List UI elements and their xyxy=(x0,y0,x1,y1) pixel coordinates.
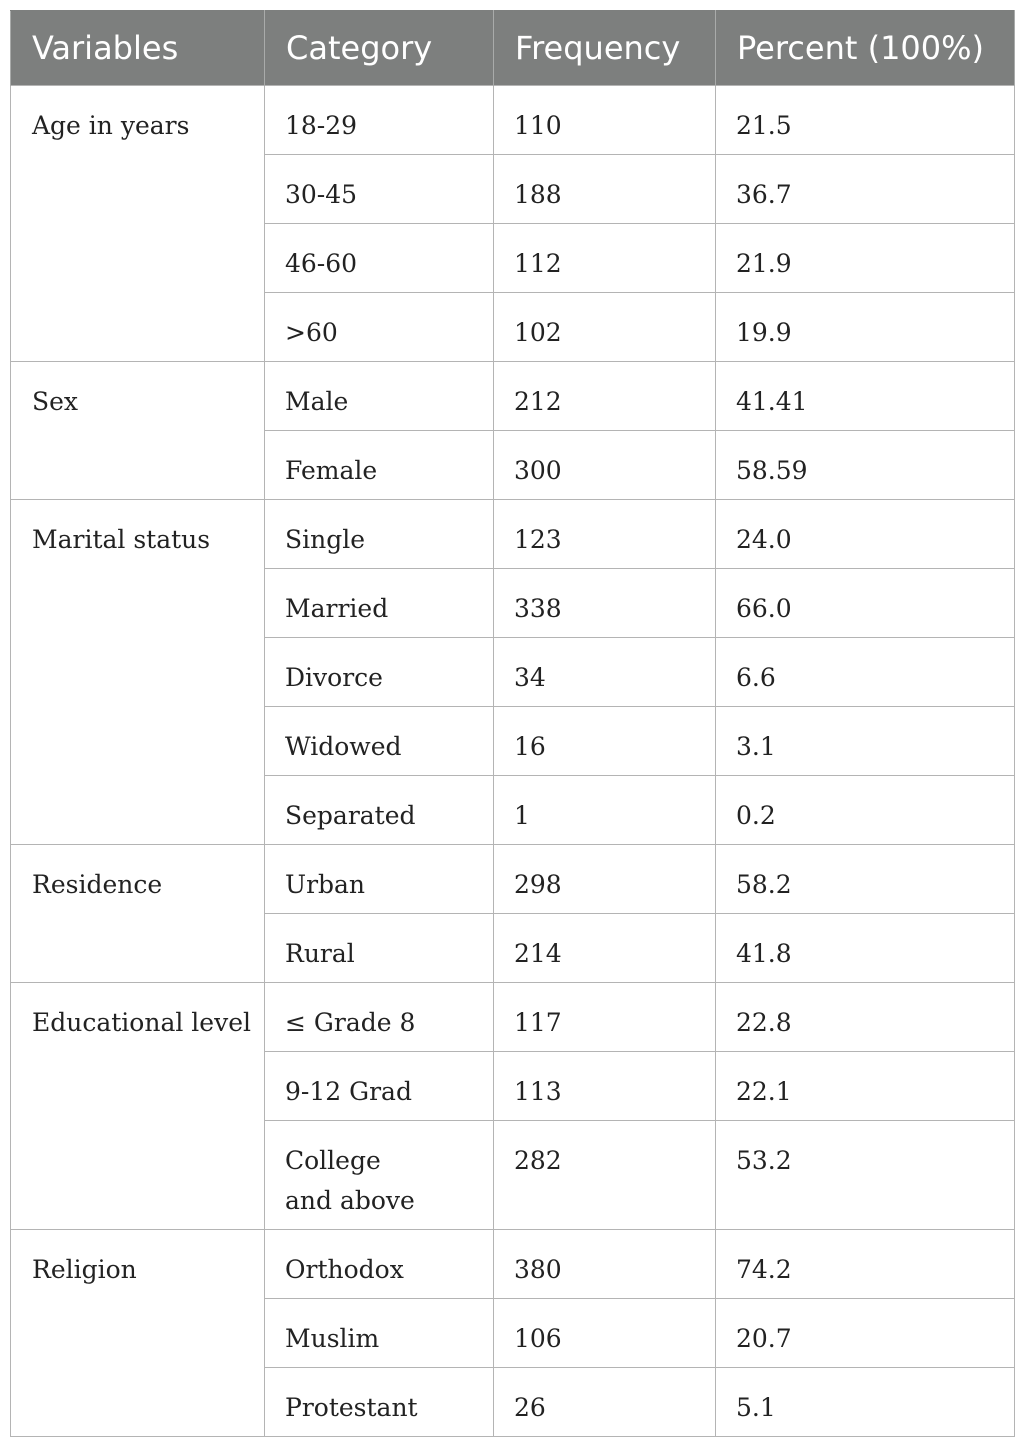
percent-cell: 53.2 xyxy=(715,1120,1015,1230)
category-cell: 46-60 xyxy=(264,223,494,293)
percent-cell: 20.7 xyxy=(715,1298,1015,1368)
frequency-cell: 34 xyxy=(493,637,716,707)
table-row: Residence Urban 298 58.2 xyxy=(10,844,1015,983)
percent-cell: 66.0 xyxy=(715,568,1015,638)
table-row: Religion Orthodox 380 74.2 xyxy=(10,1229,1015,1437)
table-body: Age in years 18-29 110 21.5 30-45 188 36.7 46-6… xyxy=(10,85,1015,1437)
category-cell: Muslim xyxy=(264,1298,494,1368)
category-cell: 30-45 xyxy=(264,154,494,224)
table-row: Widowed 16 3.1 xyxy=(11,706,1015,776)
frequency-cell: 380 xyxy=(493,1229,716,1299)
percent-cell: 24.0 xyxy=(715,499,1015,569)
percent-cell: 58.59 xyxy=(715,430,1015,500)
frequency-cell: 123 xyxy=(493,499,716,569)
percent-cell: 6.6 xyxy=(715,637,1015,707)
category-cell: Separated xyxy=(264,775,494,845)
category-cell: Rural xyxy=(264,913,494,983)
percent-cell: 22.8 xyxy=(715,982,1015,1052)
table-row: 30-45 188 36.7 xyxy=(11,154,1015,224)
frequency-cell: 188 xyxy=(493,154,716,224)
variable-cell: Residence xyxy=(10,844,265,983)
percent-cell: 22.1 xyxy=(715,1051,1015,1121)
category-cell: Widowed xyxy=(264,706,494,776)
table-row: Protestant 26 5.1 xyxy=(11,1367,1015,1437)
frequency-cell: 282 xyxy=(493,1120,716,1230)
percent-cell: 19.9 xyxy=(715,292,1015,362)
percent-cell: 3.1 xyxy=(715,706,1015,776)
table-row: Female 300 58.59 xyxy=(11,430,1015,500)
category-cell: Urban xyxy=(264,844,494,914)
frequency-cell: 298 xyxy=(493,844,716,914)
percent-cell: 74.2 xyxy=(715,1229,1015,1299)
table-row: Rural 214 41.8 xyxy=(11,913,1015,983)
percent-cell: 58.2 xyxy=(715,844,1015,914)
frequency-cell: 26 xyxy=(493,1367,716,1437)
table-row: Sex Male 212 41.41 xyxy=(10,361,1015,500)
header-frequency: Frequency xyxy=(493,10,716,86)
category-cell: Orthodox xyxy=(264,1229,494,1299)
table-header: Variables Category Frequency Percent (10… xyxy=(10,10,1015,86)
header-variables: Variables xyxy=(10,10,265,86)
percent-cell: 36.7 xyxy=(715,154,1015,224)
category-cell: Divorce xyxy=(264,637,494,707)
category-cell: Male xyxy=(264,361,494,431)
frequency-cell: 214 xyxy=(493,913,716,983)
header-category: Category xyxy=(264,10,494,86)
table-row: Educational level ≤ Grade 8 117 22.8 xyxy=(10,982,1015,1230)
table-row: Muslim 106 20.7 xyxy=(11,1298,1015,1368)
category-cell: 9-12 Grad xyxy=(264,1051,494,1121)
frequency-cell: 112 xyxy=(493,223,716,293)
percent-cell: 0.2 xyxy=(715,775,1015,845)
frequency-cell: 110 xyxy=(493,85,716,155)
table-row: >60 102 19.9 xyxy=(11,292,1015,362)
header-row: Variables Category Frequency Percent (10… xyxy=(10,10,1015,86)
demographics-table: Variables Category Frequency Percent (10… xyxy=(10,10,1015,1437)
frequency-cell: 102 xyxy=(493,292,716,362)
variable-cell: Age in years xyxy=(10,85,265,362)
percent-cell: 5.1 xyxy=(715,1367,1015,1437)
percent-cell: 41.41 xyxy=(715,361,1015,431)
frequency-cell: 16 xyxy=(493,706,716,776)
category-cell: College and above xyxy=(264,1120,494,1230)
percent-cell: 21.9 xyxy=(715,223,1015,293)
variable-cell: Educational level xyxy=(10,982,265,1230)
variable-cell: Religion xyxy=(10,1229,265,1437)
category-cell: ≤ Grade 8 xyxy=(264,982,494,1052)
category-cell: Married xyxy=(264,568,494,638)
header-percent: Percent (100%) xyxy=(715,10,1015,86)
table-row: Marital status Single 123 24.0 xyxy=(10,499,1015,845)
frequency-cell: 106 xyxy=(493,1298,716,1368)
frequency-cell: 212 xyxy=(493,361,716,431)
frequency-cell: 300 xyxy=(493,430,716,500)
table-row: Age in years 18-29 110 21.5 xyxy=(10,85,1015,362)
variable-cell: Sex xyxy=(10,361,265,500)
table-row: Divorce 34 6.6 xyxy=(11,637,1015,707)
frequency-cell: 338 xyxy=(493,568,716,638)
table-row: College and above 282 53.2 xyxy=(11,1120,1015,1230)
percent-cell: 41.8 xyxy=(715,913,1015,983)
table-row: Married 338 66.0 xyxy=(11,568,1015,638)
category-cell: >60 xyxy=(264,292,494,362)
frequency-cell: 113 xyxy=(493,1051,716,1121)
frequency-cell: 1 xyxy=(493,775,716,845)
frequency-cell: 117 xyxy=(493,982,716,1052)
table-container: Variables Category Frequency Percent (10… xyxy=(10,10,1015,1437)
category-cell: 18-29 xyxy=(264,85,494,155)
category-cell: Single xyxy=(264,499,494,569)
table-row: Separated 1 0.2 xyxy=(11,775,1015,845)
category-cell: Female xyxy=(264,430,494,500)
category-cell: Protestant xyxy=(264,1367,494,1437)
percent-cell: 21.5 xyxy=(715,85,1015,155)
variable-cell: Marital status xyxy=(10,499,265,845)
